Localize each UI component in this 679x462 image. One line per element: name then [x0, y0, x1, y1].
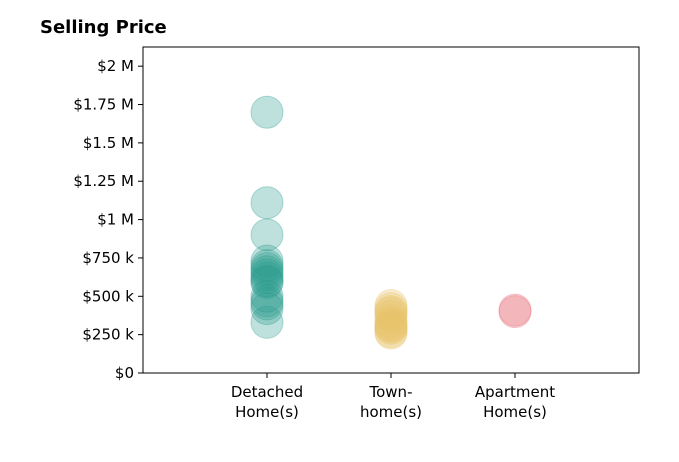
y-tick-label: $0 [115, 364, 134, 382]
x-tick-label: Apartment Home(s) [475, 383, 555, 421]
y-tick-label: $1.75 M [73, 96, 134, 114]
x-tick-label: Detached Home(s) [231, 383, 303, 421]
data-point [374, 304, 408, 338]
data-point [250, 244, 284, 278]
data-point [374, 295, 408, 329]
data-point [250, 255, 284, 289]
data-point [250, 218, 284, 252]
data-point [250, 265, 284, 299]
data-point [374, 299, 408, 333]
data-point [250, 258, 284, 292]
data-point [374, 292, 408, 326]
data-point [250, 261, 284, 295]
data-point [374, 312, 408, 346]
y-tick-label: $500 k [82, 287, 134, 305]
data-point [250, 284, 284, 318]
x-tick-label: Town-home(s) [360, 383, 422, 421]
data-point [498, 295, 532, 329]
data-point [250, 95, 284, 129]
data-point [250, 249, 284, 283]
chart-title: Selling Price [40, 17, 167, 38]
data-point [374, 315, 408, 349]
y-tick-label: $1.25 M [73, 172, 134, 190]
data-point [250, 252, 284, 286]
data-point [250, 287, 284, 321]
data-point [374, 308, 408, 342]
y-tick-label: $1.5 M [83, 134, 134, 152]
data-point [250, 305, 284, 339]
y-tick-label: $2 M [97, 57, 134, 75]
data-point [374, 316, 408, 350]
data-point [374, 307, 408, 341]
data-point [250, 186, 284, 220]
y-tick-label: $750 k [82, 249, 134, 267]
data-point [498, 293, 532, 327]
data-point [374, 296, 408, 330]
y-tick-label: $1 M [97, 211, 134, 229]
data-point [374, 310, 408, 344]
data-point [250, 292, 284, 326]
y-tick-label: $250 k [82, 326, 134, 344]
data-point [250, 279, 284, 313]
data-point [374, 288, 408, 322]
data-point [250, 264, 284, 298]
